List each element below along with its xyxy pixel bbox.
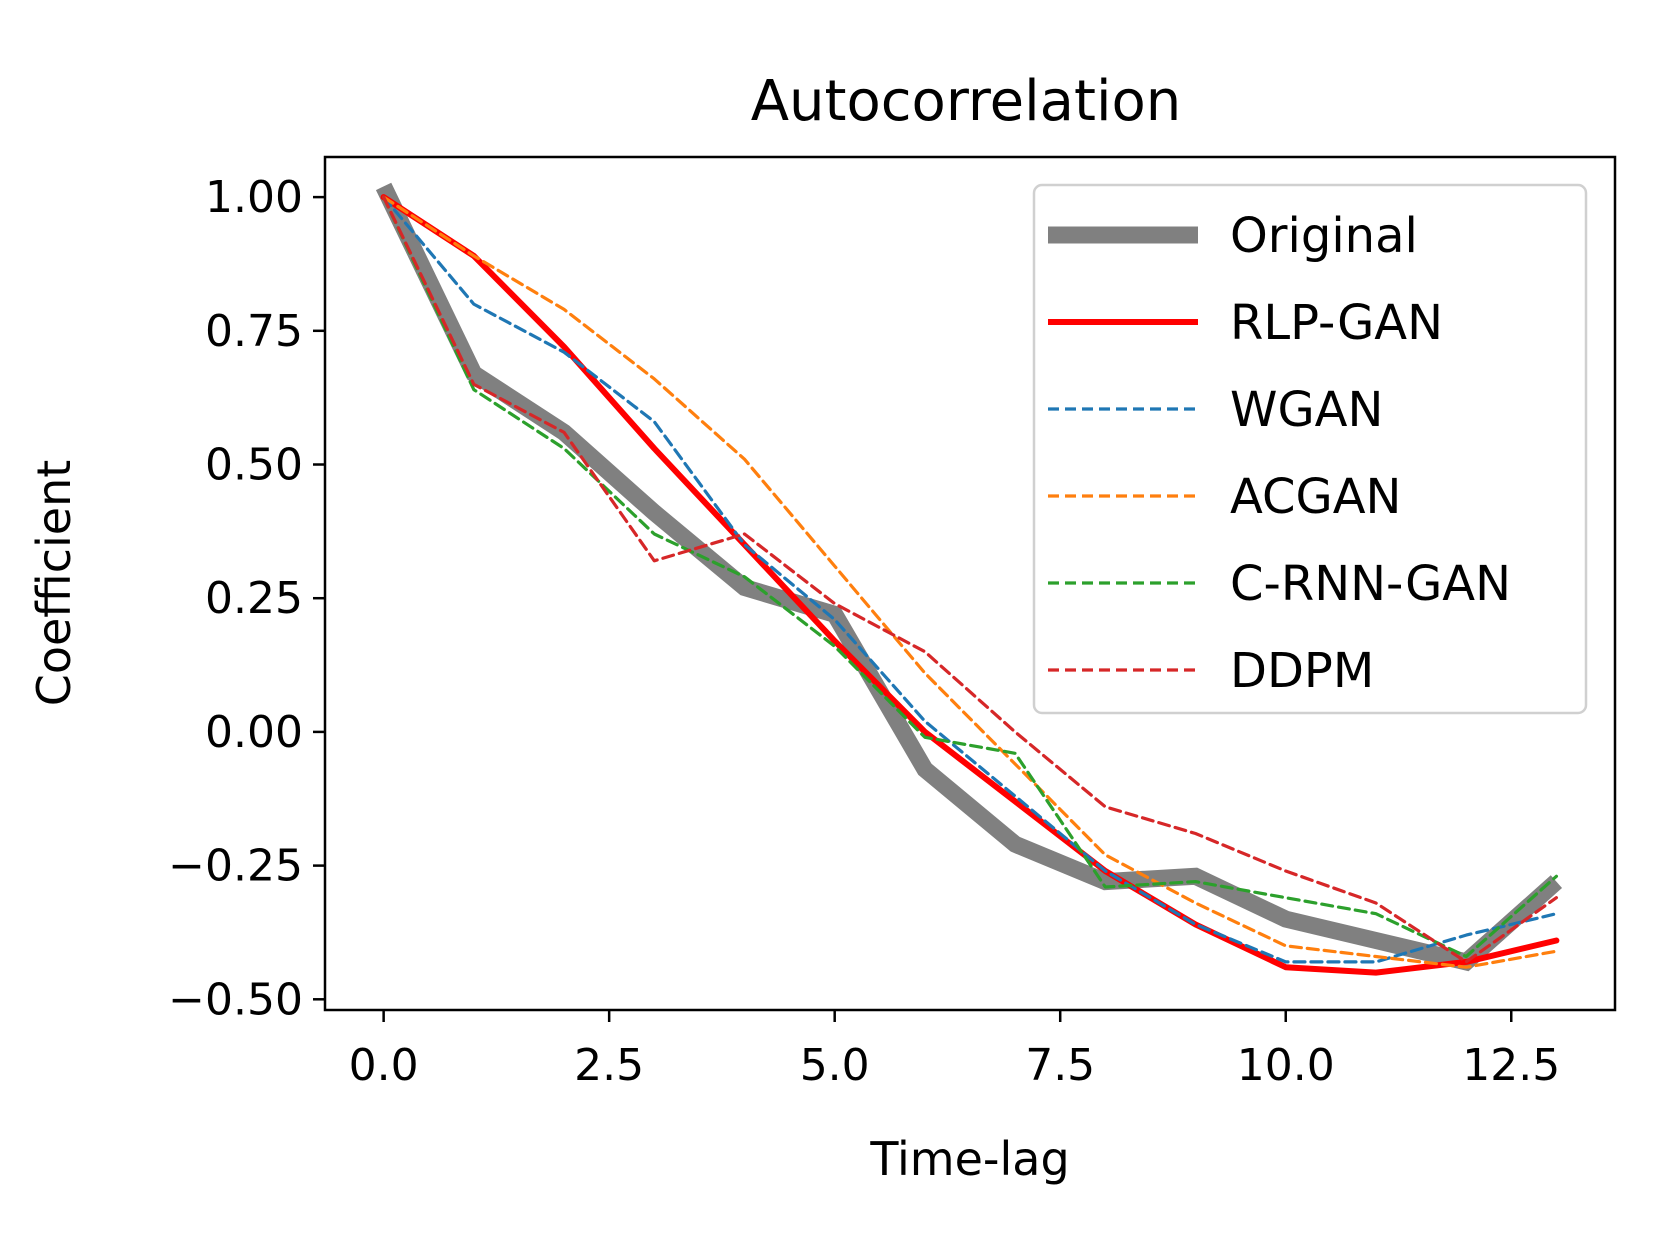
series-layer: [375, 182, 1563, 976]
y-axis-label: Coefficient: [27, 460, 81, 707]
legend-label-original: Original: [1230, 208, 1418, 264]
x-tick-label: 0.0: [349, 1040, 419, 1091]
x-tick-label: 5.0: [800, 1040, 870, 1091]
series-line-acgan: [382, 195, 1559, 969]
plot-frame: [323, 155, 1617, 1012]
legend-label-acgan: ACGAN: [1230, 469, 1401, 525]
y-tick-label: 0.25: [205, 573, 303, 624]
y-tick-label: −0.25: [168, 841, 303, 892]
series-line-wgan: [382, 195, 1559, 964]
y-axis: 1.00 0.75 0.50 0.25 0.00 −0.25 −0.50: [168, 172, 325, 1025]
y-tick-label: 1.00: [205, 172, 303, 223]
x-tick-label: 2.5: [574, 1040, 644, 1091]
y-tick-label: 0.75: [205, 306, 303, 357]
x-tick-label: 12.5: [1462, 1040, 1560, 1091]
chart-title: Autocorrelation: [751, 69, 1182, 134]
x-tick-label: 7.5: [1025, 1040, 1095, 1091]
legend-label-ddpm: DDPM: [1230, 643, 1374, 699]
series-line-ddpm: [382, 195, 1559, 964]
legend-box: [1032, 183, 1588, 715]
legend: Original RLP-GAN WGAN ACGAN C-RNN-GAN DDPM: [1032, 183, 1588, 715]
x-tick-label: 10.0: [1237, 1040, 1335, 1091]
x-axis-label: Time-lag: [869, 1132, 1069, 1186]
legend-label-rlp-gan: RLP-GAN: [1230, 295, 1443, 351]
y-tick-label: −0.50: [168, 974, 303, 1025]
series-line-original: [375, 182, 1563, 972]
series-line-c-rnn-gan: [382, 195, 1559, 959]
legend-label-c-rnn-gan: C-RNN-GAN: [1230, 556, 1511, 612]
y-tick-label: 0.50: [205, 440, 303, 491]
legend-entries: Original RLP-GAN WGAN ACGAN C-RNN-GAN DDPM: [1048, 208, 1511, 699]
legend-label-wgan: WGAN: [1230, 382, 1383, 438]
y-tick-label: 0.00: [205, 707, 303, 758]
x-axis: 0.0 2.5 5.0 7.5 10.0 12.5: [349, 1010, 1560, 1091]
